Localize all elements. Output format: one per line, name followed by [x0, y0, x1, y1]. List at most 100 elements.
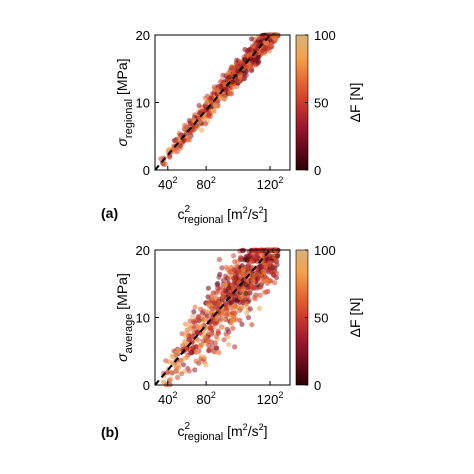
- data-point: [262, 46, 268, 52]
- data-point: [205, 348, 212, 354]
- data-point: [184, 354, 190, 361]
- data-point: [249, 47, 255, 53]
- data-point: [266, 262, 272, 268]
- data-point: [216, 350, 222, 356]
- data-point: [192, 367, 198, 373]
- data-point: [171, 137, 178, 144]
- panel-label-a: (a): [101, 205, 118, 221]
- data-point: [267, 278, 273, 284]
- data-point: [230, 304, 236, 310]
- x-ticks-b: 402 802 1202: [158, 381, 283, 407]
- data-point: [238, 256, 244, 262]
- data-point: [206, 338, 212, 345]
- data-point: [197, 306, 204, 312]
- data-point: [248, 36, 255, 42]
- data-point: [221, 337, 227, 343]
- data-point: [231, 310, 237, 316]
- data-point: [212, 102, 218, 108]
- colorbar-label-a: ΔF [N]: [347, 83, 363, 123]
- data-point: [251, 57, 257, 63]
- data-point: [215, 98, 221, 104]
- data-point: [212, 340, 218, 346]
- data-point: [264, 40, 270, 46]
- data-point: [271, 34, 277, 41]
- x-tick-label: 402: [158, 175, 177, 192]
- data-point: [222, 301, 228, 308]
- data-point: [173, 365, 179, 371]
- data-point: [183, 340, 190, 346]
- data-point: [190, 313, 196, 319]
- panel-label-b: (b): [101, 424, 119, 440]
- data-point: [225, 334, 231, 340]
- data-point: [230, 325, 236, 331]
- data-point: [197, 344, 204, 350]
- data-point: [202, 354, 208, 360]
- data-point: [196, 360, 202, 366]
- data-point: [235, 68, 241, 74]
- data-point: [180, 362, 186, 368]
- data-point: [200, 338, 206, 344]
- data-point: [263, 278, 269, 284]
- data-point: [196, 313, 202, 320]
- panel-a: 402 802 1202 0 10 20 σregional [MPa] c2 regio…: [101, 28, 363, 226]
- data-point: [234, 63, 240, 70]
- data-point: [247, 290, 253, 296]
- x-axis-label-a: c2 regional [m2/s2]: [178, 204, 268, 226]
- x-tick-label: 402: [158, 390, 177, 407]
- data-point: [272, 280, 278, 286]
- data-point: [249, 258, 255, 264]
- data-point: [205, 285, 211, 291]
- data-point: [220, 315, 226, 321]
- y-ticks-a: 0 10 20: [136, 28, 159, 178]
- y-tick-label: 20: [136, 243, 150, 258]
- data-point: [223, 264, 229, 270]
- data-point: [186, 337, 192, 343]
- data-point: [207, 325, 213, 331]
- data-point: [251, 284, 257, 290]
- x-axis-label-b: c2 regional [m2/s2]: [178, 421, 268, 443]
- data-point: [214, 345, 220, 351]
- data-point: [230, 69, 237, 75]
- data-point: [231, 280, 237, 287]
- colorbar-ticks-a: 0 50 100: [305, 28, 336, 178]
- data-point: [223, 305, 229, 311]
- data-point: [168, 376, 174, 382]
- colorbar-tick-label: 50: [314, 96, 328, 111]
- data-point: [177, 143, 183, 149]
- data-point: [221, 286, 227, 292]
- colorbar-tick-label: 0: [314, 163, 321, 178]
- data-point: [200, 108, 207, 114]
- data-point: [180, 343, 186, 349]
- data-point: [192, 304, 198, 310]
- colorbar-label-b: ΔF [N]: [347, 298, 363, 338]
- data-point: [187, 120, 193, 126]
- data-point: [259, 252, 265, 258]
- data-point: [226, 285, 232, 291]
- data-point: [205, 294, 211, 300]
- data-point: [204, 309, 210, 315]
- data-point: [240, 266, 246, 272]
- data-point: [241, 75, 247, 81]
- data-point: [169, 353, 175, 359]
- y-tick-label: 10: [136, 96, 150, 111]
- data-point: [189, 328, 195, 334]
- colorbar-tick-label: 0: [314, 378, 321, 393]
- data-point: [243, 277, 249, 283]
- data-point: [212, 320, 219, 327]
- data-point: [251, 272, 257, 278]
- colorbar-ticks-b: 0 50 100: [305, 243, 336, 393]
- data-point: [250, 278, 256, 284]
- data-point: [187, 323, 193, 329]
- data-point: [186, 368, 192, 374]
- data-point: [237, 317, 243, 323]
- data-point: [179, 357, 185, 363]
- data-point: [166, 359, 172, 365]
- data-point: [232, 344, 238, 350]
- x-tick-label: 1202: [257, 390, 284, 407]
- data-point: [244, 48, 251, 54]
- colorbar-tick-label: 100: [314, 28, 336, 43]
- data-point: [237, 307, 243, 313]
- data-point: [237, 295, 244, 301]
- x-tick-label: 802: [196, 390, 215, 407]
